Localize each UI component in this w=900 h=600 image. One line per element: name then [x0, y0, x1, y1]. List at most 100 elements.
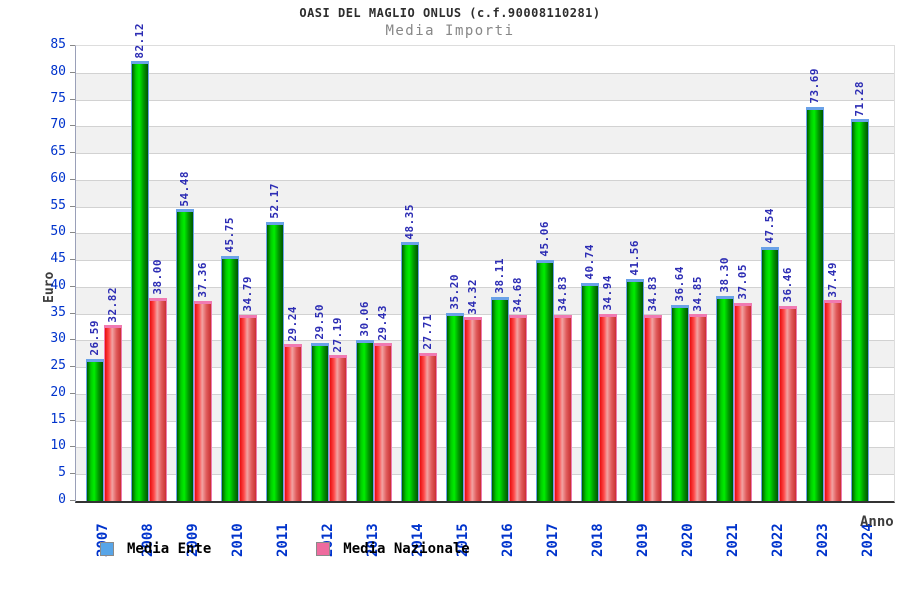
bar-value-label: 38.00 — [151, 258, 164, 295]
bar-media-ente-2017 — [536, 259, 554, 501]
bar-value-label: 52.17 — [268, 183, 281, 219]
x-tick-label-2023: 2023 — [815, 523, 831, 557]
bar-media-nazionale-2020 — [689, 314, 707, 501]
bar-media-ente-2010 — [221, 256, 239, 501]
plot-band — [76, 420, 894, 448]
y-tick-label: 40 — [50, 277, 66, 293]
y-tick-label: 65 — [50, 144, 66, 160]
bar-value-label: 71.28 — [853, 80, 866, 117]
grid-line — [76, 474, 894, 476]
y-tick-label: 45 — [50, 251, 66, 267]
legend-label-media-nazionale: Media Nazionale — [343, 541, 470, 557]
bar-value-label: 38.11 — [493, 258, 506, 294]
bar-media-ente-2021 — [716, 295, 734, 501]
y-tick-mark — [70, 259, 75, 261]
bar-value-label: 29.24 — [286, 305, 299, 342]
x-tick-label-2020: 2020 — [680, 523, 696, 557]
plot-band — [76, 447, 894, 475]
legend-item-media-nazionale: Media Nazionale — [316, 541, 470, 557]
y-tick-mark — [70, 152, 75, 154]
grid-line — [76, 206, 894, 208]
plot-band — [76, 99, 894, 127]
bar-value-label: 36.64 — [673, 266, 686, 302]
y-tick-label: 5 — [58, 465, 66, 481]
y-tick-mark — [70, 232, 75, 234]
y-tick-label: 30 — [50, 331, 66, 347]
bar-value-label: 45.06 — [538, 221, 551, 257]
y-tick-label: 70 — [50, 117, 66, 133]
plot-band — [76, 126, 894, 154]
y-tick-mark — [70, 205, 75, 207]
plot-band — [76, 72, 894, 100]
y-tick-label: 50 — [50, 224, 66, 240]
bar-value-label: 29.43 — [376, 304, 389, 341]
plot-band — [76, 153, 894, 180]
y-tick-label: 35 — [50, 304, 66, 320]
grid-line — [76, 420, 894, 422]
plot-band — [76, 340, 894, 368]
bar-value-label: 34.94 — [601, 275, 614, 311]
grid-line — [76, 233, 894, 235]
y-tick-mark — [70, 285, 75, 287]
bar-media-nazionale-2016 — [509, 315, 527, 501]
plot-band — [76, 367, 894, 394]
bar-media-ente-2015 — [446, 312, 464, 501]
bar-value-label: 34.83 — [556, 275, 569, 312]
x-tick-label-2016: 2016 — [500, 523, 516, 557]
bar-value-label: 36.46 — [781, 267, 794, 303]
bar-media-nazionale-2017 — [554, 314, 572, 501]
y-tick-mark — [70, 312, 75, 314]
y-tick-label: 55 — [50, 197, 66, 213]
legend-swatch-media-ente-icon — [100, 542, 114, 556]
y-tick-label: 75 — [50, 90, 66, 106]
bar-value-label: 29.50 — [313, 304, 326, 341]
plot-band — [76, 286, 894, 314]
bar-media-nazionale-2010 — [239, 314, 257, 501]
bar-value-label: 34.85 — [691, 275, 704, 312]
bar-media-ente-2016 — [491, 297, 509, 501]
plot-area: 26.59 32.82 82.12 38.00 54.48 37.36 45.75 34.79… — [75, 23, 895, 503]
bar-value-label: 40.74 — [583, 244, 596, 280]
plot-band — [76, 260, 894, 287]
bar-media-nazionale-2007 — [104, 325, 122, 501]
bar-media-ente-2009 — [176, 209, 194, 501]
bar-value-label: 27.71 — [421, 314, 434, 350]
grid-line — [76, 367, 894, 369]
y-tick-mark — [70, 446, 75, 448]
bar-media-nazionale-2011 — [284, 344, 302, 501]
bar-media-nazionale-2022 — [779, 305, 797, 501]
bar-value-label: 48.35 — [403, 203, 416, 240]
y-tick-mark — [70, 419, 75, 421]
legend-swatch-media-nazionale-icon — [316, 542, 331, 556]
bar-value-label: 54.48 — [178, 170, 191, 207]
bar-value-label: 34.83 — [646, 275, 659, 312]
bar-media-ente-2012 — [311, 343, 329, 501]
plot-band — [76, 206, 894, 234]
grid-line — [76, 286, 894, 288]
plot-band — [76, 474, 894, 501]
bar-media-nazionale-2015 — [464, 317, 482, 501]
bar-media-ente-2007 — [86, 358, 104, 501]
grid-line — [76, 153, 894, 155]
y-tick-mark — [70, 125, 75, 127]
y-tick-label: 60 — [50, 170, 66, 186]
plot-band — [76, 179, 894, 207]
y-tick-mark — [70, 392, 75, 394]
bar-value-label: 73.69 — [808, 67, 821, 104]
plot-band — [76, 393, 894, 421]
bar-media-ente-2008 — [131, 61, 149, 501]
bar-media-nazionale-2018 — [599, 313, 617, 501]
grid-line — [76, 72, 894, 74]
bar-media-ente-2018 — [581, 282, 599, 501]
bar-value-label: 41.56 — [628, 239, 641, 276]
bar-value-label: 34.79 — [241, 276, 254, 312]
bar-media-ente-2022 — [761, 246, 779, 501]
bar-media-nazionale-2008 — [149, 297, 167, 501]
y-tick-label: 10 — [50, 438, 66, 454]
bar-value-label: 37.05 — [736, 264, 749, 300]
x-tick-label-2017: 2017 — [545, 523, 561, 557]
grid-line — [76, 340, 894, 342]
grid-line — [76, 126, 894, 128]
y-tick-mark — [70, 98, 75, 100]
